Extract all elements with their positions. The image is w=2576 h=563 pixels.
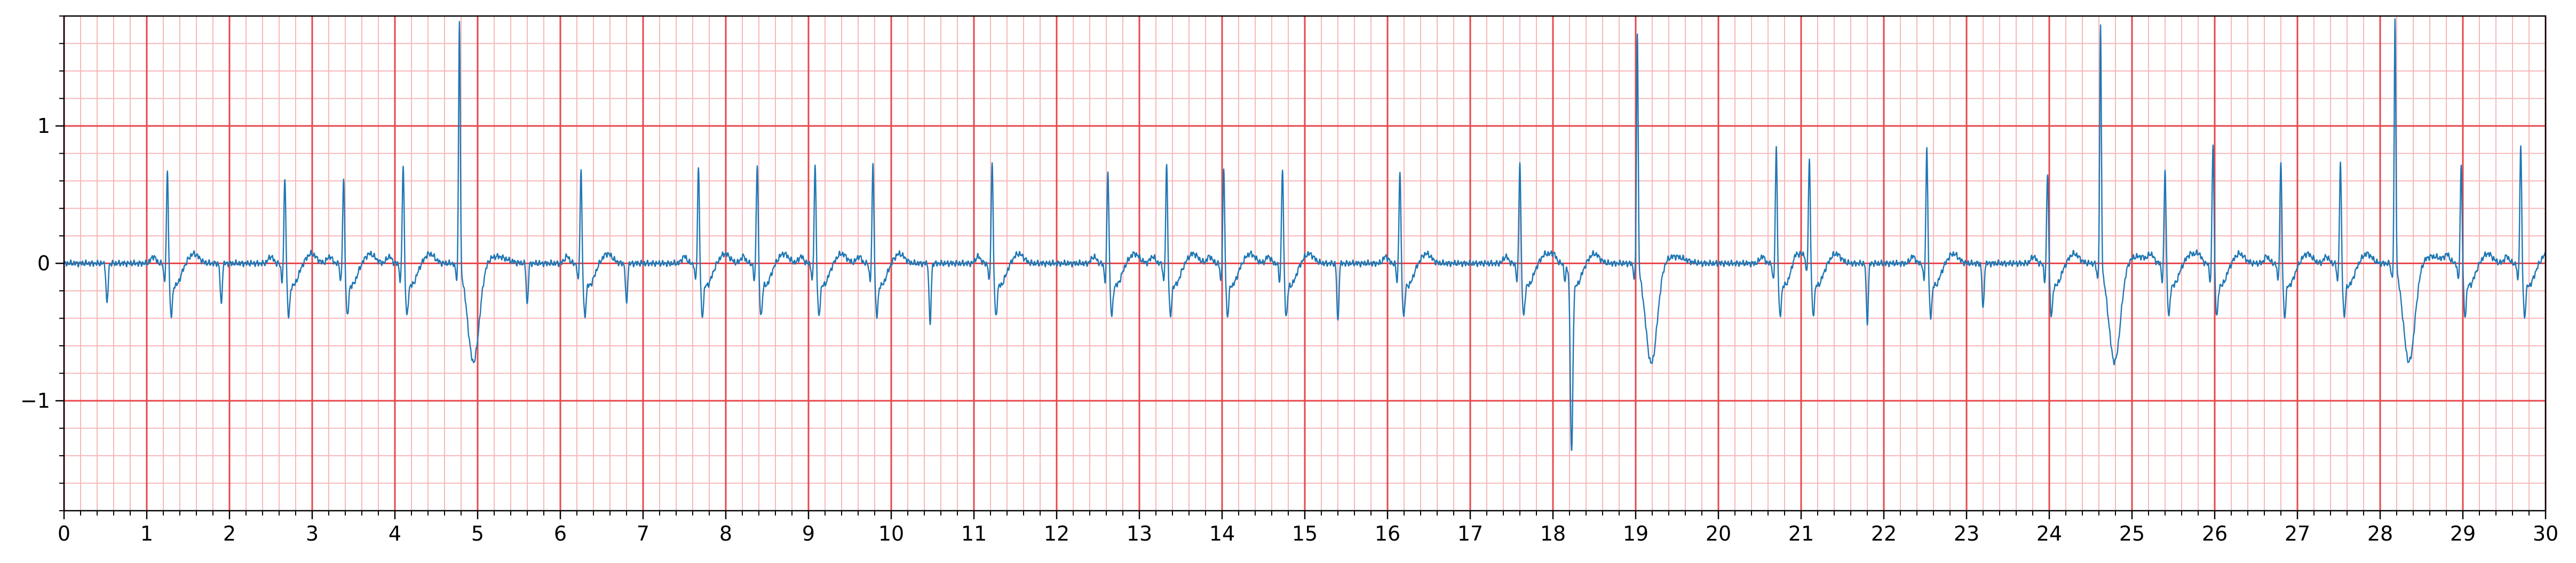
x-tick-label: 23 <box>1954 522 1979 545</box>
x-tick-label: 6 <box>554 522 567 545</box>
x-tick-label: 24 <box>2036 522 2062 545</box>
x-tick-label: 29 <box>2450 522 2476 545</box>
x-tick-label: 21 <box>1788 522 1814 545</box>
x-tick-label: 8 <box>719 522 732 545</box>
y-tick-label: 1 <box>37 114 50 138</box>
x-tick-label: 3 <box>306 522 319 545</box>
x-tick-label: 22 <box>1871 522 1897 545</box>
x-tick-label: 30 <box>2533 522 2558 545</box>
y-tick-label: 0 <box>37 252 50 275</box>
x-tick-label: 13 <box>1127 522 1152 545</box>
x-tick-label: 12 <box>1044 522 1069 545</box>
x-tick-label: 0 <box>58 522 70 545</box>
ecg-trace-layer <box>63 18 2547 451</box>
y-axis-ticks: −1 0 1 <box>20 15 64 511</box>
x-tick-label: 4 <box>389 522 401 545</box>
x-tick-label: 9 <box>802 522 815 545</box>
x-tick-label: 14 <box>1209 522 1235 545</box>
x-tick-label: 1 <box>140 522 153 545</box>
x-tick-label: 28 <box>2367 522 2393 545</box>
x-tick-label: 17 <box>1457 522 1483 545</box>
ecg-trace-line <box>63 18 2547 451</box>
x-tick-label: 26 <box>2202 522 2228 545</box>
x-tick-label: 11 <box>961 522 987 545</box>
x-tick-label: 20 <box>1706 522 1731 545</box>
x-tick-label: 19 <box>1623 522 1648 545</box>
x-tick-label: 7 <box>637 522 649 545</box>
x-tick-label: 2 <box>223 522 236 545</box>
y-tick-label: −1 <box>20 389 50 413</box>
x-tick-label: 15 <box>1292 522 1318 545</box>
x-tick-label: 18 <box>1540 522 1566 545</box>
x-tick-label: 16 <box>1375 522 1400 545</box>
x-tick-label: 5 <box>471 522 484 545</box>
x-tick-label: 27 <box>2285 522 2310 545</box>
x-tick-label: 10 <box>878 522 904 545</box>
x-axis-ticks: 0 1 2 3 4 5 6 7 8 9 10 11 12 13 14 15 16 17 18 19 20 21 22 23 24… <box>58 511 2558 545</box>
x-tick-label: 25 <box>2119 522 2145 545</box>
